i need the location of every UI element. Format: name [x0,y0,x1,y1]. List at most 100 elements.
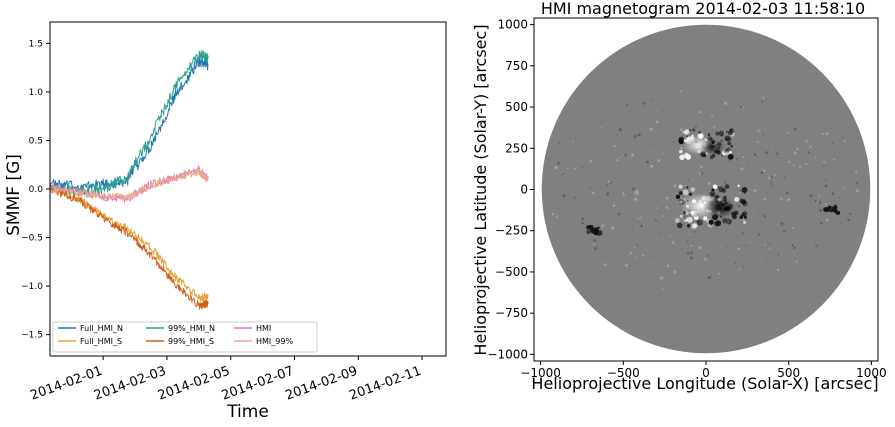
active-region-patch [708,134,711,137]
active-region-patch [724,184,730,189]
magnetogram-speck [763,197,766,201]
magnetogram-speck [562,173,565,175]
magnetogram-speck [631,225,634,228]
active-region-patch [827,206,832,210]
active-region-patch [683,217,688,222]
magnetogram-speck [669,234,671,237]
magnetogram-speck [675,121,677,123]
magnetogram-speck [788,161,791,163]
magnetogram-speck [662,152,664,154]
magnetogram-speck [558,142,561,145]
magnetogram-speck [581,166,584,169]
magnetogram-speck [817,236,819,238]
magnetogram-speck [809,194,813,198]
active-region-patch [586,227,589,230]
magnetogram-y-tick-label: 1000 [497,18,528,32]
magnetogram-speck [743,265,745,268]
smmf-x-tick-label: 2014-02-01 [28,364,104,404]
magnetogram-speck [700,165,703,169]
magnetogram-speck [652,150,654,152]
active-region-patch [730,145,733,148]
magnetogram-x-axis-label: Helioprojective Longitude (Solar-X) [arc… [531,374,878,393]
active-region-patch [710,224,713,227]
magnetogram-speck [843,186,846,189]
magnetogram-speck [665,206,669,209]
magnetogram-speck [631,187,636,191]
magnetogram-speck [679,128,683,132]
active-region-patch [683,129,689,135]
active-region-negative-core [703,197,736,219]
magnetogram-speck [690,244,693,247]
magnetogram-speck [630,156,632,159]
magnetogram-speck [684,187,686,190]
smmf-series-line-hmi-99- [49,168,209,202]
active-region-patch [715,220,722,227]
magnetogram-speck [671,241,675,244]
magnetogram-speck [665,196,669,200]
magnetogram-speck [717,272,720,275]
magnetogram-speck [640,224,643,228]
magnetogram-speck [815,244,818,247]
smmf-x-tick-label: 2014-02-07 [220,364,296,404]
active-region-patch [734,197,740,202]
magnetogram-speck [842,136,844,138]
magnetogram-speck [666,264,670,268]
magnetogram-speck [780,222,784,226]
magnetogram-speck [698,110,702,114]
magnetogram-speck [589,159,593,163]
magnetogram-speck [805,153,808,155]
magnetogram-speck [713,126,716,129]
magnetogram-speck [762,96,765,99]
smmf-x-tick-label: 2014-02-11 [347,364,423,404]
magnetogram-speck [638,199,640,201]
magnetogram-speck [672,140,675,143]
magnetogram-speck [618,128,622,132]
active-region-patch [724,135,731,142]
magnetogram-speck [792,226,795,229]
magnetogram-speck [631,153,635,157]
magnetogram-speck [650,98,652,101]
magnetogram-speck [616,159,619,162]
magnetogram-speck [711,114,714,117]
magnetogram-speck [706,254,709,257]
magnetogram-y-tick-label: 250 [505,141,528,155]
smmf-y-tick-label: 1.5 [29,39,43,49]
magnetogram-speck [768,176,771,179]
active-region-patch [679,214,683,218]
magnetogram-speck [622,193,626,197]
magnetogram-speck [682,261,684,263]
magnetogram-speck [673,270,677,274]
magnetogram-x-tick-label: −500 [607,366,640,380]
magnetogram-speck [805,163,808,165]
active-region-patch [715,131,720,136]
magnetogram-speck [742,232,745,235]
active-region-patch [721,188,727,193]
magnetogram-x-tick-label: 0 [702,366,710,380]
magnetogram-speck [625,264,628,267]
smmf-series-line-full-hmi-s [49,185,209,302]
magnetogram-speck [737,204,741,208]
magnetogram-speck [608,242,610,244]
active-region-patch [686,224,691,228]
active-region-patch [739,215,744,220]
active-region-patch [743,219,746,222]
active-region-patch [708,219,714,225]
magnetogram-speck [724,101,728,105]
magnetogram-speck [686,240,689,242]
magnetogram-y-tick-label: −1000 [487,347,528,361]
magnetogram-speck [574,167,576,170]
magnetogram-speck [626,103,629,106]
magnetogram-speck [686,251,690,255]
magnetogram-speck [692,243,694,245]
magnetogram-speck [781,246,783,248]
magnetogram-speck [688,233,690,236]
active-region-patch [713,220,720,227]
magnetogram-speck [707,276,711,280]
magnetogram-speck [786,131,789,134]
magnetogram-speck [738,191,741,194]
magnetogram-speck [658,232,660,235]
active-region-patch [728,128,735,134]
magnetogram-speck [762,169,766,172]
magnetogram-speck [630,251,633,255]
